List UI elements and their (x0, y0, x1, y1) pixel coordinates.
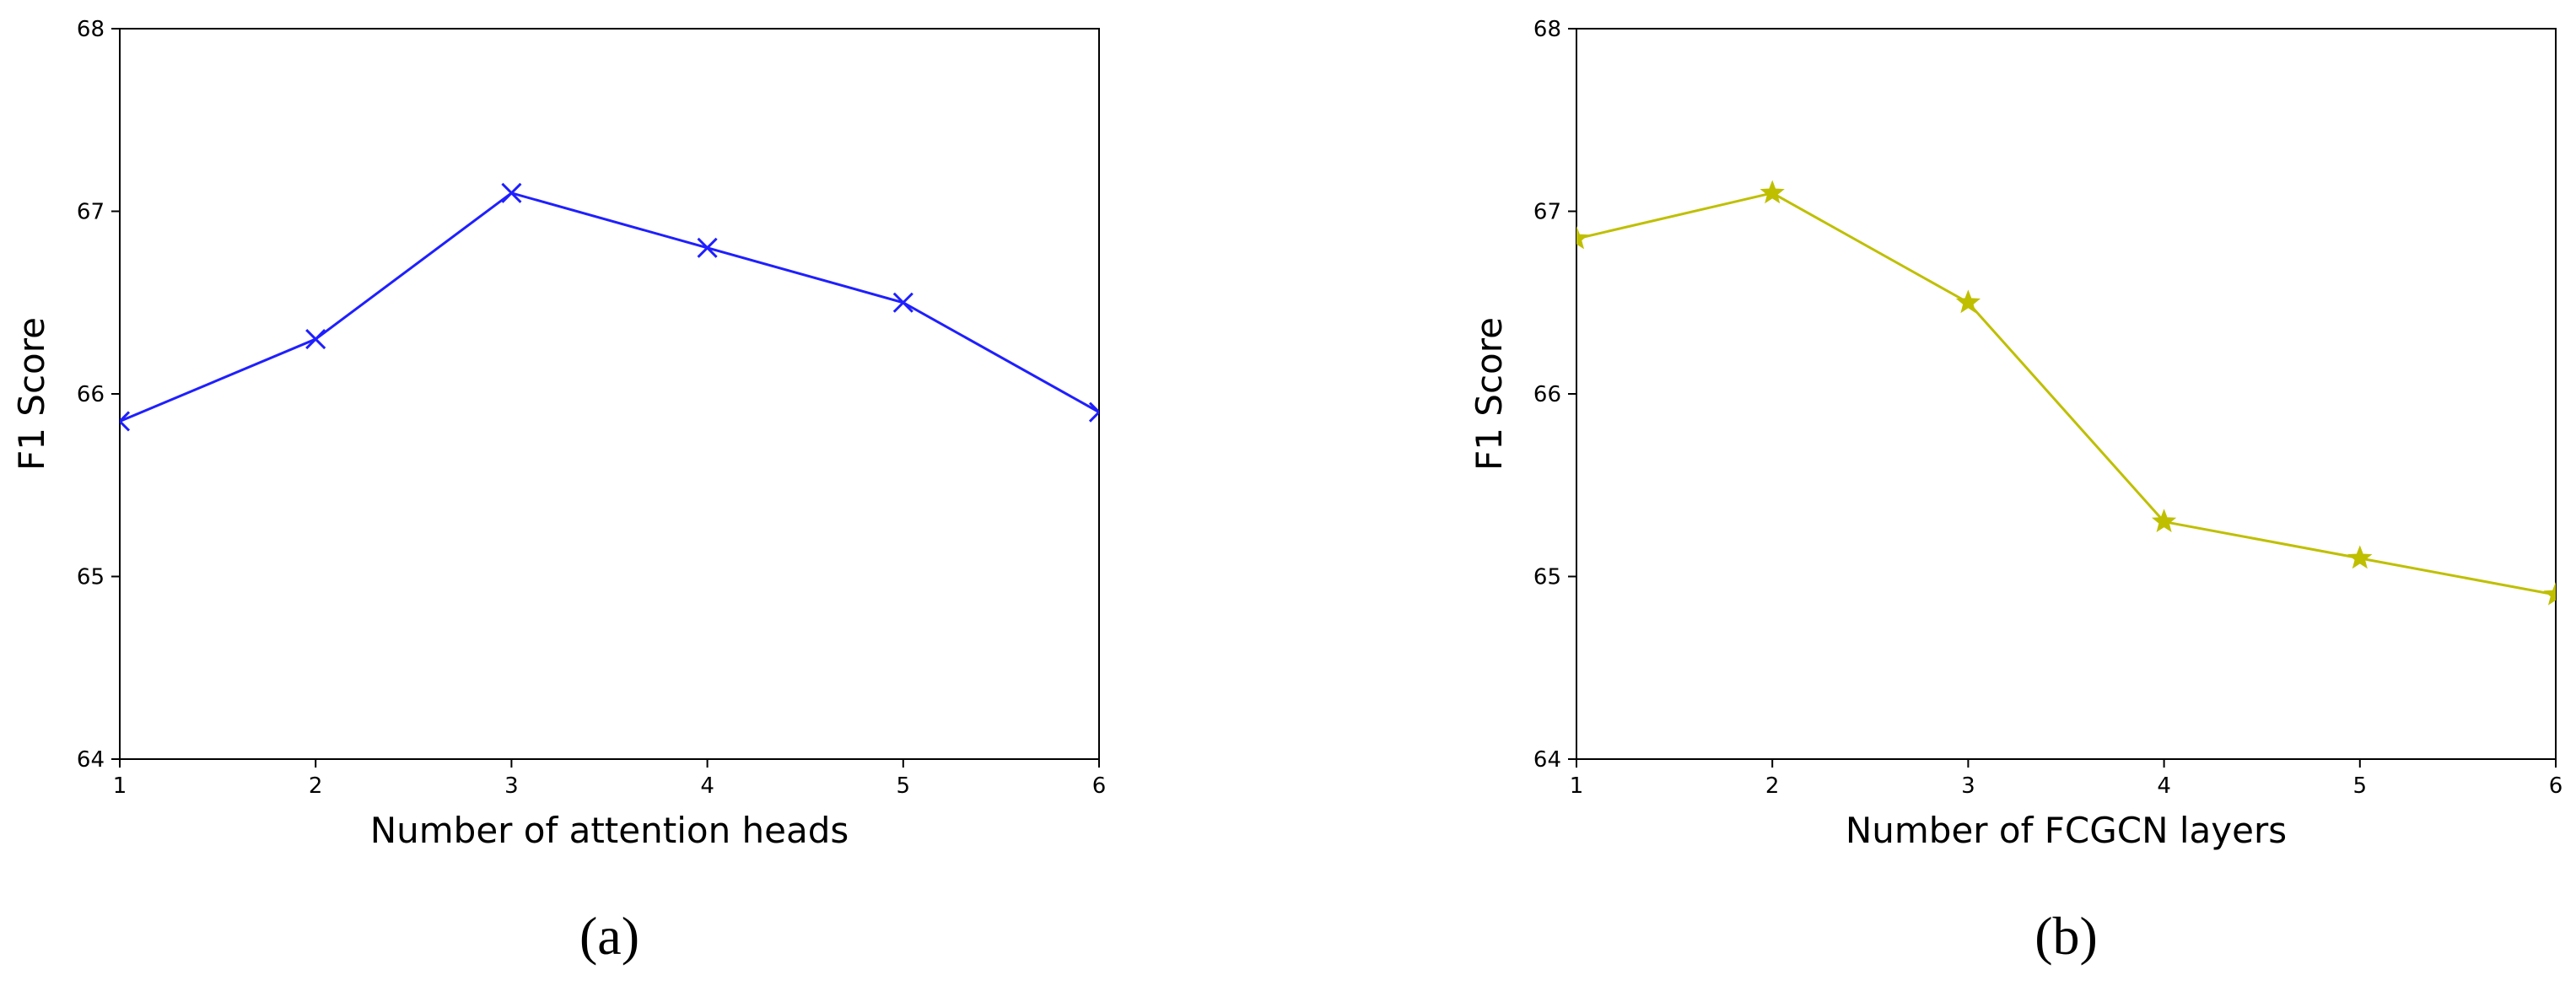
data-point-star-marker (2347, 545, 2373, 569)
x-axis-label: Number of attention heads (370, 810, 849, 851)
marker-stroke (305, 328, 326, 350)
chart-caption: (a) (579, 906, 639, 966)
marker-stroke (1088, 410, 1099, 423)
x-tick-label: 6 (1092, 773, 1107, 799)
data-point-x-marker (892, 292, 913, 313)
data-point-x-marker (120, 411, 131, 432)
y-tick-label: 66 (1533, 382, 1561, 407)
data-point-x-marker (501, 182, 522, 203)
x-tick-label: 2 (1765, 773, 1780, 799)
data-point-x-marker (1088, 401, 1099, 423)
x-tick-label: 4 (2157, 773, 2171, 799)
plot-area (1576, 180, 2556, 606)
chart-caption: (b) (2034, 906, 2098, 966)
x-tick-label: 1 (113, 773, 127, 799)
data-point-x-marker (305, 328, 326, 350)
marker-stroke (1088, 401, 1099, 414)
y-tick-label: 66 (77, 382, 105, 407)
y-tick-label: 67 (1533, 200, 1561, 225)
y-axis-label: F1 Score (11, 317, 52, 471)
data-point-star-marker (2543, 581, 2556, 606)
x-tick-label: 3 (1961, 773, 1975, 799)
plot-frame (119, 28, 1100, 760)
y-tick-label: 64 (1533, 747, 1561, 773)
plot-area (120, 182, 1099, 432)
x-tick-label: 2 (309, 773, 323, 799)
x-tick-label: 1 (1570, 773, 1584, 799)
data-point-x-marker (697, 237, 718, 258)
series-line (1576, 191, 2556, 596)
data-point-star-marker (2151, 509, 2177, 533)
chart-a: 1 2 3 4 5 6 64 65 66 67 68 Number of attention head… (11, 17, 1107, 966)
marker-stroke (892, 292, 913, 313)
y-tick-label: 68 (77, 17, 105, 42)
marker-stroke (697, 237, 718, 258)
marker-stroke (501, 182, 522, 203)
data-point-star-marker (1955, 289, 1981, 314)
y-tick-label: 64 (77, 747, 105, 773)
data-point-star-marker (1760, 180, 1785, 204)
marker-stroke (120, 419, 131, 432)
x-tick-label: 5 (2353, 773, 2368, 799)
chart-b: 1 2 3 4 5 6 64 65 66 67 68 Number of FCGCN layers F1… (1469, 17, 2563, 966)
marker-stroke (120, 411, 131, 423)
plot-frame (1576, 28, 2557, 760)
data-point-star-marker (1576, 225, 1589, 250)
x-tick-label: 5 (897, 773, 911, 799)
x-tick-label: 4 (700, 773, 714, 799)
y-axis-label: F1 Score (1469, 317, 1510, 471)
y-tick-label: 65 (1533, 565, 1561, 590)
x-tick-label: 3 (504, 773, 519, 799)
x-tick-label: 6 (2549, 773, 2563, 799)
y-tick-label: 68 (1533, 17, 1561, 42)
y-tick-label: 65 (77, 565, 105, 590)
y-tick-label: 67 (77, 200, 105, 225)
x-axis-label: Number of FCGCN layers (1846, 810, 2287, 851)
series-line (120, 191, 1099, 423)
